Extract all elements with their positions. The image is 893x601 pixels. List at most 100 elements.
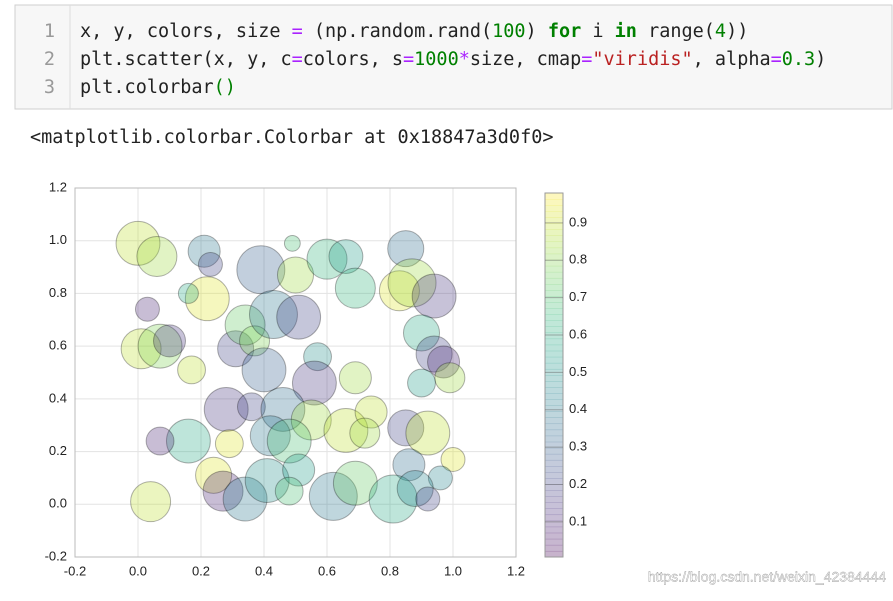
code-token: colors, s [303, 49, 403, 70]
code-token: * [459, 49, 470, 70]
bubble [136, 236, 178, 278]
bubble [241, 347, 287, 393]
code-token: 100 [492, 21, 525, 42]
code-token: (np.random.rand( [303, 21, 492, 42]
bubble [120, 328, 162, 370]
colorbar-label: 0.5 [569, 364, 587, 379]
bubble [217, 330, 255, 368]
bubble [415, 486, 441, 512]
colorbar-strip [545, 550, 563, 558]
bubble [427, 465, 453, 491]
colorbar-strip [545, 478, 563, 485]
colorbar-strip [545, 223, 563, 230]
bubble [236, 245, 286, 295]
plot-area [74, 187, 517, 558]
bubble [187, 234, 221, 268]
bubble [184, 276, 230, 322]
code-token: ) [526, 21, 548, 42]
x-tick-label: 0.0 [129, 563, 147, 578]
colorbar-strip [545, 441, 563, 449]
colorbar-strip [545, 520, 563, 528]
colorbar-label: 0.1 [569, 513, 587, 528]
bubble [427, 345, 461, 379]
bubble [415, 335, 453, 373]
line-number: 2 [44, 49, 55, 70]
x-tick-label: 1.2 [507, 563, 525, 578]
colorbar-strip [545, 296, 563, 303]
bubble [368, 474, 418, 524]
code-token: in [615, 21, 637, 42]
code-token: plt.scatter(x, y, c [80, 49, 292, 70]
colorbar-strip [545, 277, 563, 285]
code-token: )) [726, 21, 748, 42]
colorbar-strip [545, 393, 563, 400]
colorbar-strip [545, 399, 563, 406]
y-tick-label: 0.2 [49, 443, 67, 458]
bubble [282, 453, 316, 487]
colorbar-strip [545, 350, 563, 358]
colorbar-strip [545, 290, 563, 297]
bubble [440, 446, 466, 472]
bubble [260, 386, 306, 432]
bubble [411, 273, 457, 319]
line-number: 1 [44, 21, 55, 42]
bubble [405, 410, 451, 456]
bubble [306, 238, 348, 280]
code-token: 1000 [414, 49, 459, 70]
y-tick-label: 0.6 [49, 338, 67, 353]
x-tick-label: 0.4 [255, 563, 273, 578]
code-token: 4 [715, 21, 726, 42]
code-token: for [548, 21, 581, 42]
bubble [239, 325, 271, 357]
colorbar-strip [545, 375, 563, 382]
colorbar-strip [545, 193, 563, 200]
code-line: plt.colorbar() [80, 77, 236, 98]
bubble [266, 418, 312, 464]
code-line: plt.scatter(x, y, c=colors, s=1000*size,… [80, 49, 826, 70]
bubble [291, 360, 337, 406]
code-token: = [771, 49, 782, 70]
colorbar-strip [545, 544, 563, 552]
colorbar-strip [545, 302, 563, 309]
bubble [354, 395, 388, 429]
colorbar-strip [545, 514, 563, 522]
colorbar-strip [545, 484, 563, 491]
bubble [378, 270, 420, 312]
bubble [308, 471, 358, 521]
colorbar-strip [545, 241, 563, 249]
bubble [236, 392, 266, 422]
code-cell[interactable] [14, 4, 893, 110]
y-tick-label: 0.8 [49, 285, 67, 300]
x-tick-label: 0.2 [192, 563, 210, 578]
colorbar-label: 0.7 [569, 289, 587, 304]
colorbar-strip [545, 429, 563, 437]
colorbar-strip [545, 502, 563, 509]
colorbar-strip [545, 326, 563, 334]
colorbar-strip [545, 490, 563, 497]
colorbar-strip [545, 362, 563, 370]
colorbar-strip [545, 235, 563, 243]
bubble [338, 361, 372, 395]
bubble [214, 429, 244, 459]
colorbar-label: 0.2 [569, 476, 587, 491]
bubble [276, 294, 322, 340]
colorbar-strip [545, 453, 563, 461]
colorbar-strip [545, 344, 563, 352]
output-text: <matplotlib.colorbar.Colorbar at 0x18847… [30, 127, 553, 148]
bubble [334, 267, 376, 309]
code-token: range( [637, 21, 715, 42]
line-number: 3 [44, 77, 55, 98]
bubble [165, 418, 211, 464]
x-tick-label: 1.0 [444, 563, 462, 578]
plot-frame [74, 187, 517, 558]
colorbar-strip [545, 338, 563, 346]
bubble [387, 409, 425, 447]
code-token: "viridis" [592, 49, 692, 70]
colorbar-strip [545, 217, 563, 224]
colorbar-label: 0.4 [569, 401, 587, 416]
code-token: 0.3 [782, 49, 815, 70]
code-token: i [581, 21, 614, 42]
bubble [323, 408, 369, 453]
